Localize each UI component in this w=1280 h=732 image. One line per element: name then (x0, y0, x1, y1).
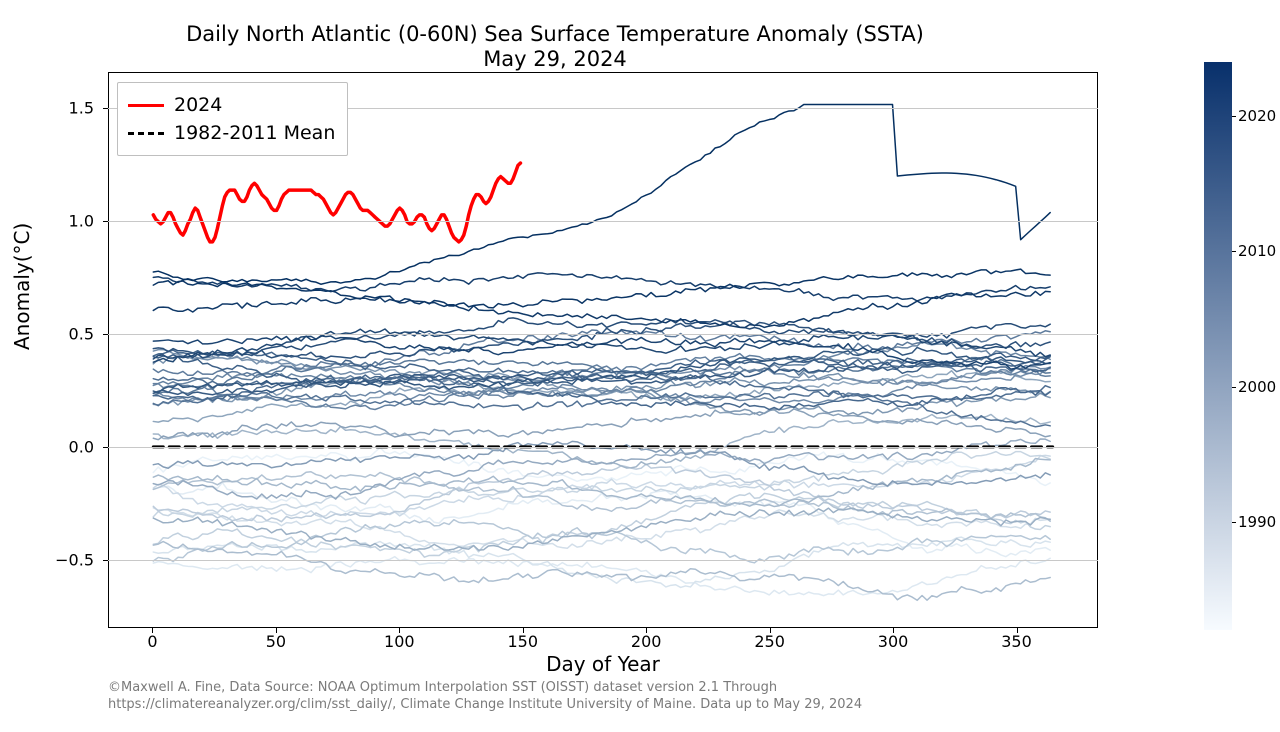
year-line (153, 414, 1050, 468)
legend-dashed-line-icon (128, 132, 164, 135)
x-tick-label: 0 (147, 632, 157, 651)
year-line (153, 273, 1050, 301)
credit-text: ©Maxwell A. Fine, Data Source: NOAA Opti… (108, 680, 862, 714)
x-tick-label: 100 (384, 632, 415, 651)
x-tick-label: 350 (1001, 632, 1032, 651)
legend-line-icon (128, 104, 164, 107)
legend-entry-mean: 1982-2011 Mean (128, 119, 335, 147)
y-tick-label: 1.0 (69, 212, 100, 231)
year-2024-line (153, 163, 520, 242)
colorbar-tick-label: 2000 (1238, 378, 1276, 396)
year-line (153, 508, 1050, 548)
x-tick-label: 200 (631, 632, 662, 651)
year-line (153, 448, 1050, 486)
legend-label: 1982-2011 Mean (174, 122, 335, 144)
year-line (153, 542, 1050, 601)
chart-title: Daily North Atlantic (0-60N) Sea Surface… (0, 22, 1110, 72)
y-gridline (108, 447, 1098, 448)
x-tick-label: 250 (754, 632, 785, 651)
year-line (153, 321, 1050, 359)
y-tick-label: 1.5 (69, 99, 100, 118)
colorbar-tick-label: 1990 (1238, 513, 1276, 531)
colorbar-tick-label: 2010 (1238, 242, 1276, 260)
legend-entry-2024: 2024 (128, 91, 335, 119)
y-gridline (108, 221, 1098, 222)
legend-label: 2024 (174, 94, 222, 116)
x-axis-label: Day of Year (108, 652, 1098, 676)
y-tick-label: 0.5 (69, 325, 100, 344)
year-line (153, 483, 1050, 557)
year-line (153, 291, 1050, 327)
plot-svg (109, 73, 1097, 627)
legend: 2024 1982-2011 Mean (117, 82, 348, 156)
y-gridline (108, 334, 1098, 335)
x-tick-label: 50 (266, 632, 286, 651)
y-axis-label: Anomaly(°C) (10, 223, 34, 350)
y-tick-label: 0.0 (69, 438, 100, 457)
x-tick-label: 150 (507, 632, 538, 651)
year-line (153, 409, 1050, 440)
colorbar-tick-label: 2020 (1238, 107, 1276, 125)
y-gridline (108, 560, 1098, 561)
colorbar (1204, 62, 1232, 630)
x-tick-label: 300 (878, 632, 909, 651)
y-tick-label: −0.5 (55, 551, 100, 570)
